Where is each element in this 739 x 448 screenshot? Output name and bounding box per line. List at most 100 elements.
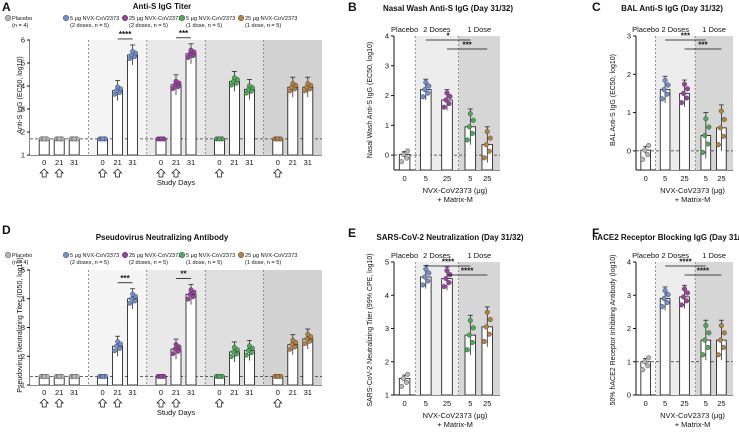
y-tick-label: 1 (21, 151, 25, 160)
data-point (401, 375, 407, 381)
x-axis-title: NVX-CoV2373 (μg) (660, 186, 725, 195)
dose-arrow-icon (171, 398, 181, 408)
x-axis-subtitle: + Matrix-M (437, 420, 473, 429)
data-point (645, 152, 651, 158)
data-point (664, 300, 670, 306)
data-point (640, 156, 646, 162)
data-point (275, 136, 281, 142)
x-tick-label: 25 (680, 174, 688, 183)
data-point (640, 367, 646, 373)
data-point (662, 77, 668, 83)
dose-arrow-icon (156, 398, 166, 408)
legend-marker (121, 251, 128, 258)
legend-label: 5 μg NVX-CoV2373 (70, 16, 119, 22)
data-point (420, 94, 426, 100)
chart-title: Nasal Wash Anti-S IgG (Day 31/32) (383, 4, 513, 13)
group-label: 2 Doses (423, 25, 451, 34)
bar (170, 84, 182, 156)
data-point (246, 83, 252, 89)
data-point (287, 346, 293, 352)
x-tick-label: 0 (217, 388, 221, 397)
dose-arrow-icon (272, 168, 283, 178)
x-tick-label: 25 (680, 399, 688, 408)
y-tick-label: 4 (385, 291, 389, 300)
x-tick-label: 31 (70, 158, 78, 167)
data-point (399, 159, 405, 165)
data-point (41, 136, 47, 142)
y-tick-label: 1 (627, 108, 631, 117)
x-tick-label: 25 (483, 174, 491, 183)
data-point (720, 344, 726, 350)
y-tick-label: 1 (385, 121, 389, 130)
data-point (231, 344, 237, 350)
group-label: 1 Dose (702, 251, 726, 260)
data-point (130, 291, 136, 297)
legend-label: (1 dose, n = 5) (186, 23, 222, 29)
bar (127, 54, 138, 156)
legend-label: 5 μg NVX-CoV2373 (70, 253, 119, 259)
x-tick-label: 31 (187, 388, 195, 397)
data-point (706, 124, 712, 130)
y-tick-label: 5 (21, 266, 25, 275)
data-point (487, 317, 493, 323)
x-tick-label: 25 (717, 399, 725, 408)
data-point (112, 91, 118, 97)
group-label: Placebo (632, 25, 659, 34)
data-point (443, 276, 449, 282)
y-axis-title: BAL Anti-S IgG (EC50, log10) (610, 54, 617, 146)
x-axis-title: NVX-CoV2373 (μg) (423, 186, 488, 195)
data-point (685, 86, 691, 92)
panel-letter: F (592, 226, 599, 240)
data-point (642, 359, 648, 365)
legend-marker (237, 251, 244, 258)
data-point (158, 373, 164, 379)
data-point (100, 136, 106, 142)
data-point (659, 96, 665, 102)
data-point (188, 287, 194, 293)
bar (441, 278, 453, 396)
legend-marker (121, 14, 128, 21)
panel-letter: E (348, 226, 356, 240)
data-point (401, 152, 407, 158)
significance-label: *** (698, 41, 708, 50)
dose-arrow-icon (214, 168, 225, 178)
x-tick-label: 0 (217, 158, 221, 167)
data-point (230, 349, 236, 355)
y-tick-label: 5 (385, 258, 389, 267)
data-point (290, 81, 296, 86)
x-tick-label: 5 (424, 174, 428, 183)
legend-marker (237, 14, 244, 21)
data-point (685, 290, 691, 296)
data-point (127, 56, 133, 62)
dose-arrow-icon (214, 398, 225, 408)
bar (185, 53, 197, 156)
x-tick-label: 0 (276, 388, 280, 397)
chart-title: Pseudovirus Neutralizing Antibody (96, 233, 229, 242)
significance-label: **** (461, 267, 474, 276)
x-tick-label: 5 (424, 399, 428, 408)
data-point (185, 55, 191, 60)
data-point (158, 136, 164, 142)
legend-label: (n = 4) (12, 260, 28, 266)
x-tick-label: 31 (245, 158, 253, 167)
data-point (464, 347, 470, 353)
x-tick-label: 21 (113, 158, 121, 167)
data-point (115, 84, 121, 90)
x-tick-label: 5 (468, 174, 472, 183)
data-point (115, 339, 121, 344)
y-tick-label: 1 (21, 381, 25, 390)
x-axis-subtitle: + Matrix-M (437, 195, 473, 204)
dose-arrow-icon (39, 398, 50, 408)
data-point (228, 82, 234, 88)
legend-marker (4, 251, 11, 258)
data-point (444, 268, 450, 274)
data-point (700, 149, 706, 155)
x-tick-label: 0 (42, 158, 46, 167)
data-point (702, 337, 708, 343)
panel-letter: D (2, 223, 11, 237)
significance-label: *** (179, 29, 189, 38)
legend-label: (1 dose, n = 5) (245, 23, 281, 29)
data-point (246, 343, 252, 349)
data-point (679, 100, 685, 106)
data-point (127, 300, 133, 306)
